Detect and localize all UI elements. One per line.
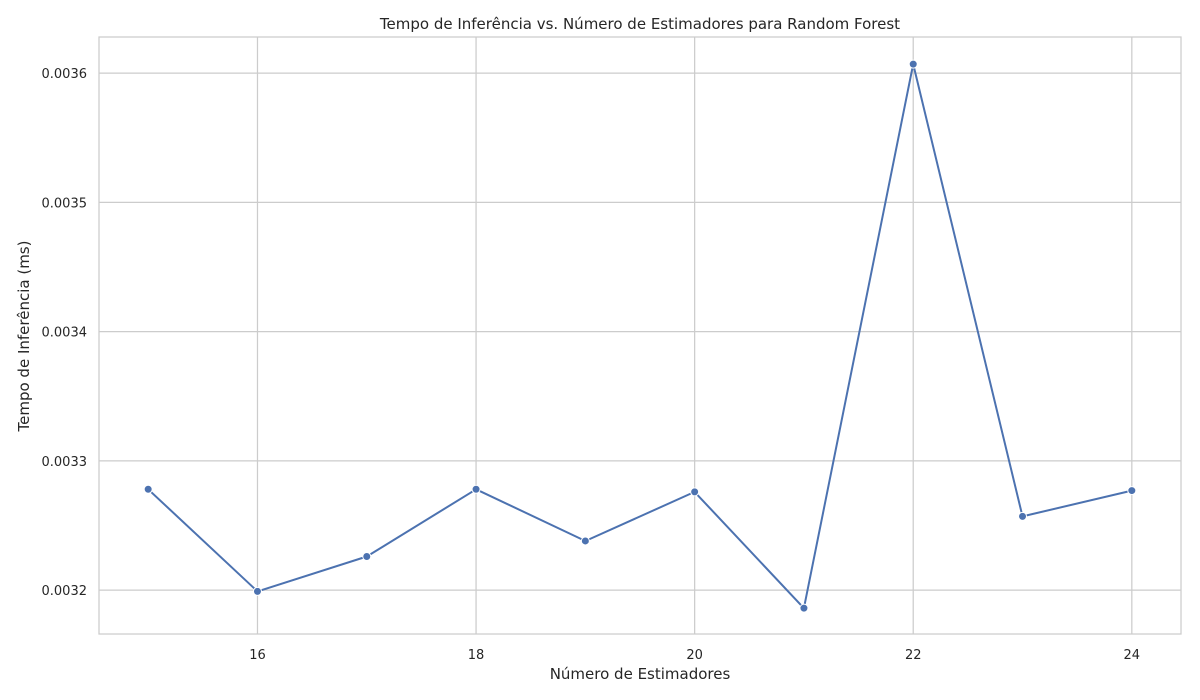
x-axis-label: Número de Estimadores xyxy=(550,665,731,683)
y-tick-label: 0.0035 xyxy=(42,196,88,211)
y-tick-label: 0.0032 xyxy=(42,584,88,599)
x-tick-label: 18 xyxy=(468,648,485,663)
data-point xyxy=(908,59,918,69)
x-tick-label: 24 xyxy=(1124,648,1141,663)
y-axis-label: Tempo de Inferência (ms) xyxy=(15,241,33,433)
data-point xyxy=(471,484,481,494)
y-tick-label: 0.0034 xyxy=(42,326,88,341)
y-tick-label: 0.0033 xyxy=(42,455,88,470)
data-point xyxy=(362,551,372,561)
data-point xyxy=(580,536,590,546)
x-tick-labels: 16 18 20 22 24 xyxy=(249,648,1140,663)
grid-lines xyxy=(99,37,1181,634)
data-point xyxy=(143,484,153,494)
data-point xyxy=(799,603,809,613)
x-tick-label: 20 xyxy=(686,648,703,663)
data-point xyxy=(1018,511,1028,521)
series-layer xyxy=(143,59,1137,613)
data-point xyxy=(252,586,262,596)
plot-frame xyxy=(98,36,1182,635)
chart-title: Tempo de Inferência vs. Número de Estima… xyxy=(379,15,900,33)
series-line xyxy=(147,63,1133,610)
data-point xyxy=(1127,486,1137,496)
x-tick-label: 22 xyxy=(905,648,922,663)
x-tick-label: 16 xyxy=(249,648,266,663)
data-point xyxy=(690,487,700,497)
y-tick-labels: 0.0032 0.0033 0.0034 0.0035 0.0036 xyxy=(42,67,88,599)
y-tick-label: 0.0036 xyxy=(42,67,88,82)
